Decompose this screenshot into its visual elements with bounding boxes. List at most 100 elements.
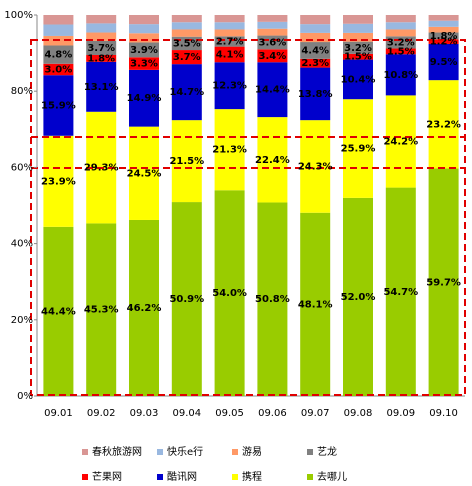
bar-segment (171, 50, 202, 65)
bar-segment (300, 24, 331, 33)
legend-label: 携程 (242, 470, 262, 483)
data-label: 24.3% (298, 161, 333, 172)
bar-segment (171, 29, 202, 37)
data-label: 25.9% (341, 144, 376, 155)
bar-segment (214, 22, 245, 30)
bar-segment (86, 40, 117, 56)
x-tick-label: 09.04 (172, 408, 201, 419)
data-label: 52.0% (341, 292, 376, 303)
bar-segment (428, 43, 459, 81)
data-label: 22.4% (255, 155, 290, 166)
data-label: 15.9% (41, 100, 76, 111)
data-label: 3.3% (130, 59, 158, 70)
bar-segment (300, 15, 331, 25)
data-label: 54.0% (212, 288, 247, 299)
legend-swatch (82, 449, 88, 455)
bar-segment (86, 223, 117, 396)
data-label: 2.7% (216, 36, 244, 47)
bar-segment (86, 23, 117, 33)
data-label: 2.3% (301, 58, 329, 69)
data-label: 1.2% (430, 37, 458, 48)
bar-segment (129, 24, 159, 34)
bar-segment (428, 80, 459, 169)
data-label: 3.7% (87, 43, 115, 54)
bar-segment (214, 29, 245, 37)
data-label: 1.5% (344, 52, 372, 63)
data-label: 50.9% (169, 294, 204, 305)
bar-segment (257, 62, 288, 118)
bar-segment (43, 15, 74, 25)
data-label: 29.3% (84, 163, 119, 174)
x-tick-label: 09.07 (301, 408, 330, 419)
data-label: 3.0% (45, 64, 73, 75)
legend-swatch (157, 474, 163, 480)
bar-segment (129, 57, 159, 70)
legend-label: 酷讯网 (167, 471, 197, 483)
bar-segment (129, 126, 159, 220)
x-tick-label: 09.01 (44, 408, 73, 419)
data-label: 45.3% (84, 305, 119, 316)
bar-segment (129, 15, 159, 25)
data-label: 10.4% (341, 74, 376, 85)
data-label: 4.4% (301, 45, 329, 56)
data-label: 12.3% (212, 81, 247, 92)
legend-swatch (232, 449, 238, 455)
data-label: 21.5% (169, 156, 204, 167)
data-label: 3.7% (173, 52, 201, 63)
data-label: 3.5% (173, 38, 201, 49)
bar-segment (214, 190, 245, 396)
data-label: 1.8% (430, 31, 458, 42)
bar-segment (343, 23, 373, 33)
bar-segment (428, 32, 459, 40)
bar-segment (300, 32, 331, 43)
bar-segment (300, 67, 331, 121)
bar-segment (385, 15, 416, 23)
legend-swatch (232, 474, 238, 480)
bar-segment (86, 32, 117, 41)
data-label: 3.2% (344, 43, 372, 54)
legend-label: 游易 (242, 445, 262, 458)
legend-label: 去哪儿 (317, 471, 347, 483)
bar-segment (385, 54, 416, 96)
bar-segment (171, 22, 202, 30)
data-label: 3.6% (259, 37, 287, 48)
data-label: 23.9% (41, 176, 76, 187)
bar-segment (86, 61, 117, 112)
bar-segment (129, 69, 159, 127)
y-tick-label: 20% (11, 315, 33, 326)
data-label: 23.2% (426, 119, 461, 130)
bar-segment (129, 33, 159, 43)
y-tick-label: 100% (4, 10, 33, 21)
bar-segment (343, 99, 373, 198)
bar-segment (385, 22, 416, 30)
data-label: 24.2% (383, 136, 418, 147)
bar-segment (385, 48, 416, 55)
bar-segment (428, 15, 459, 21)
legend-label: 艺龙 (317, 445, 337, 458)
bar-segment (428, 168, 459, 396)
bar-segment (86, 55, 117, 62)
y-tick-label: 60% (11, 162, 33, 173)
data-label: 48.1% (298, 299, 333, 310)
data-label: 10.8% (383, 70, 418, 81)
bar-segment (214, 46, 245, 63)
data-label: 1.5% (387, 46, 415, 57)
bar-segment (214, 62, 245, 110)
bar-segment (43, 24, 74, 36)
x-tick-label: 09.10 (429, 408, 458, 419)
bar-segment (257, 49, 288, 63)
bar-segment (171, 64, 202, 121)
bar-segment (300, 212, 331, 396)
bar-segment (43, 226, 74, 396)
bar-segment (343, 15, 373, 24)
legend-swatch (82, 474, 88, 480)
x-tick-label: 09.06 (258, 408, 287, 419)
bar-segment (257, 117, 288, 203)
legend-swatch (157, 449, 163, 455)
bar-segment (257, 28, 288, 36)
bar-segment (43, 75, 74, 136)
highlight-box (30, 39, 466, 396)
data-label: 3.2% (387, 37, 415, 48)
bar-segment (343, 59, 373, 100)
